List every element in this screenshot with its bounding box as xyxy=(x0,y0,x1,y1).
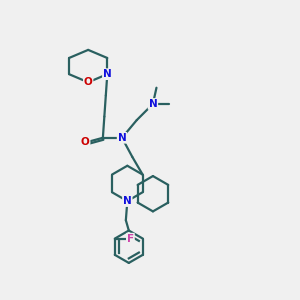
Text: O: O xyxy=(84,77,92,87)
Text: N: N xyxy=(148,99,157,109)
Text: N: N xyxy=(103,69,112,79)
Text: F: F xyxy=(127,234,134,244)
Text: N: N xyxy=(118,133,126,143)
Text: N: N xyxy=(123,196,132,206)
Text: O: O xyxy=(81,137,90,147)
